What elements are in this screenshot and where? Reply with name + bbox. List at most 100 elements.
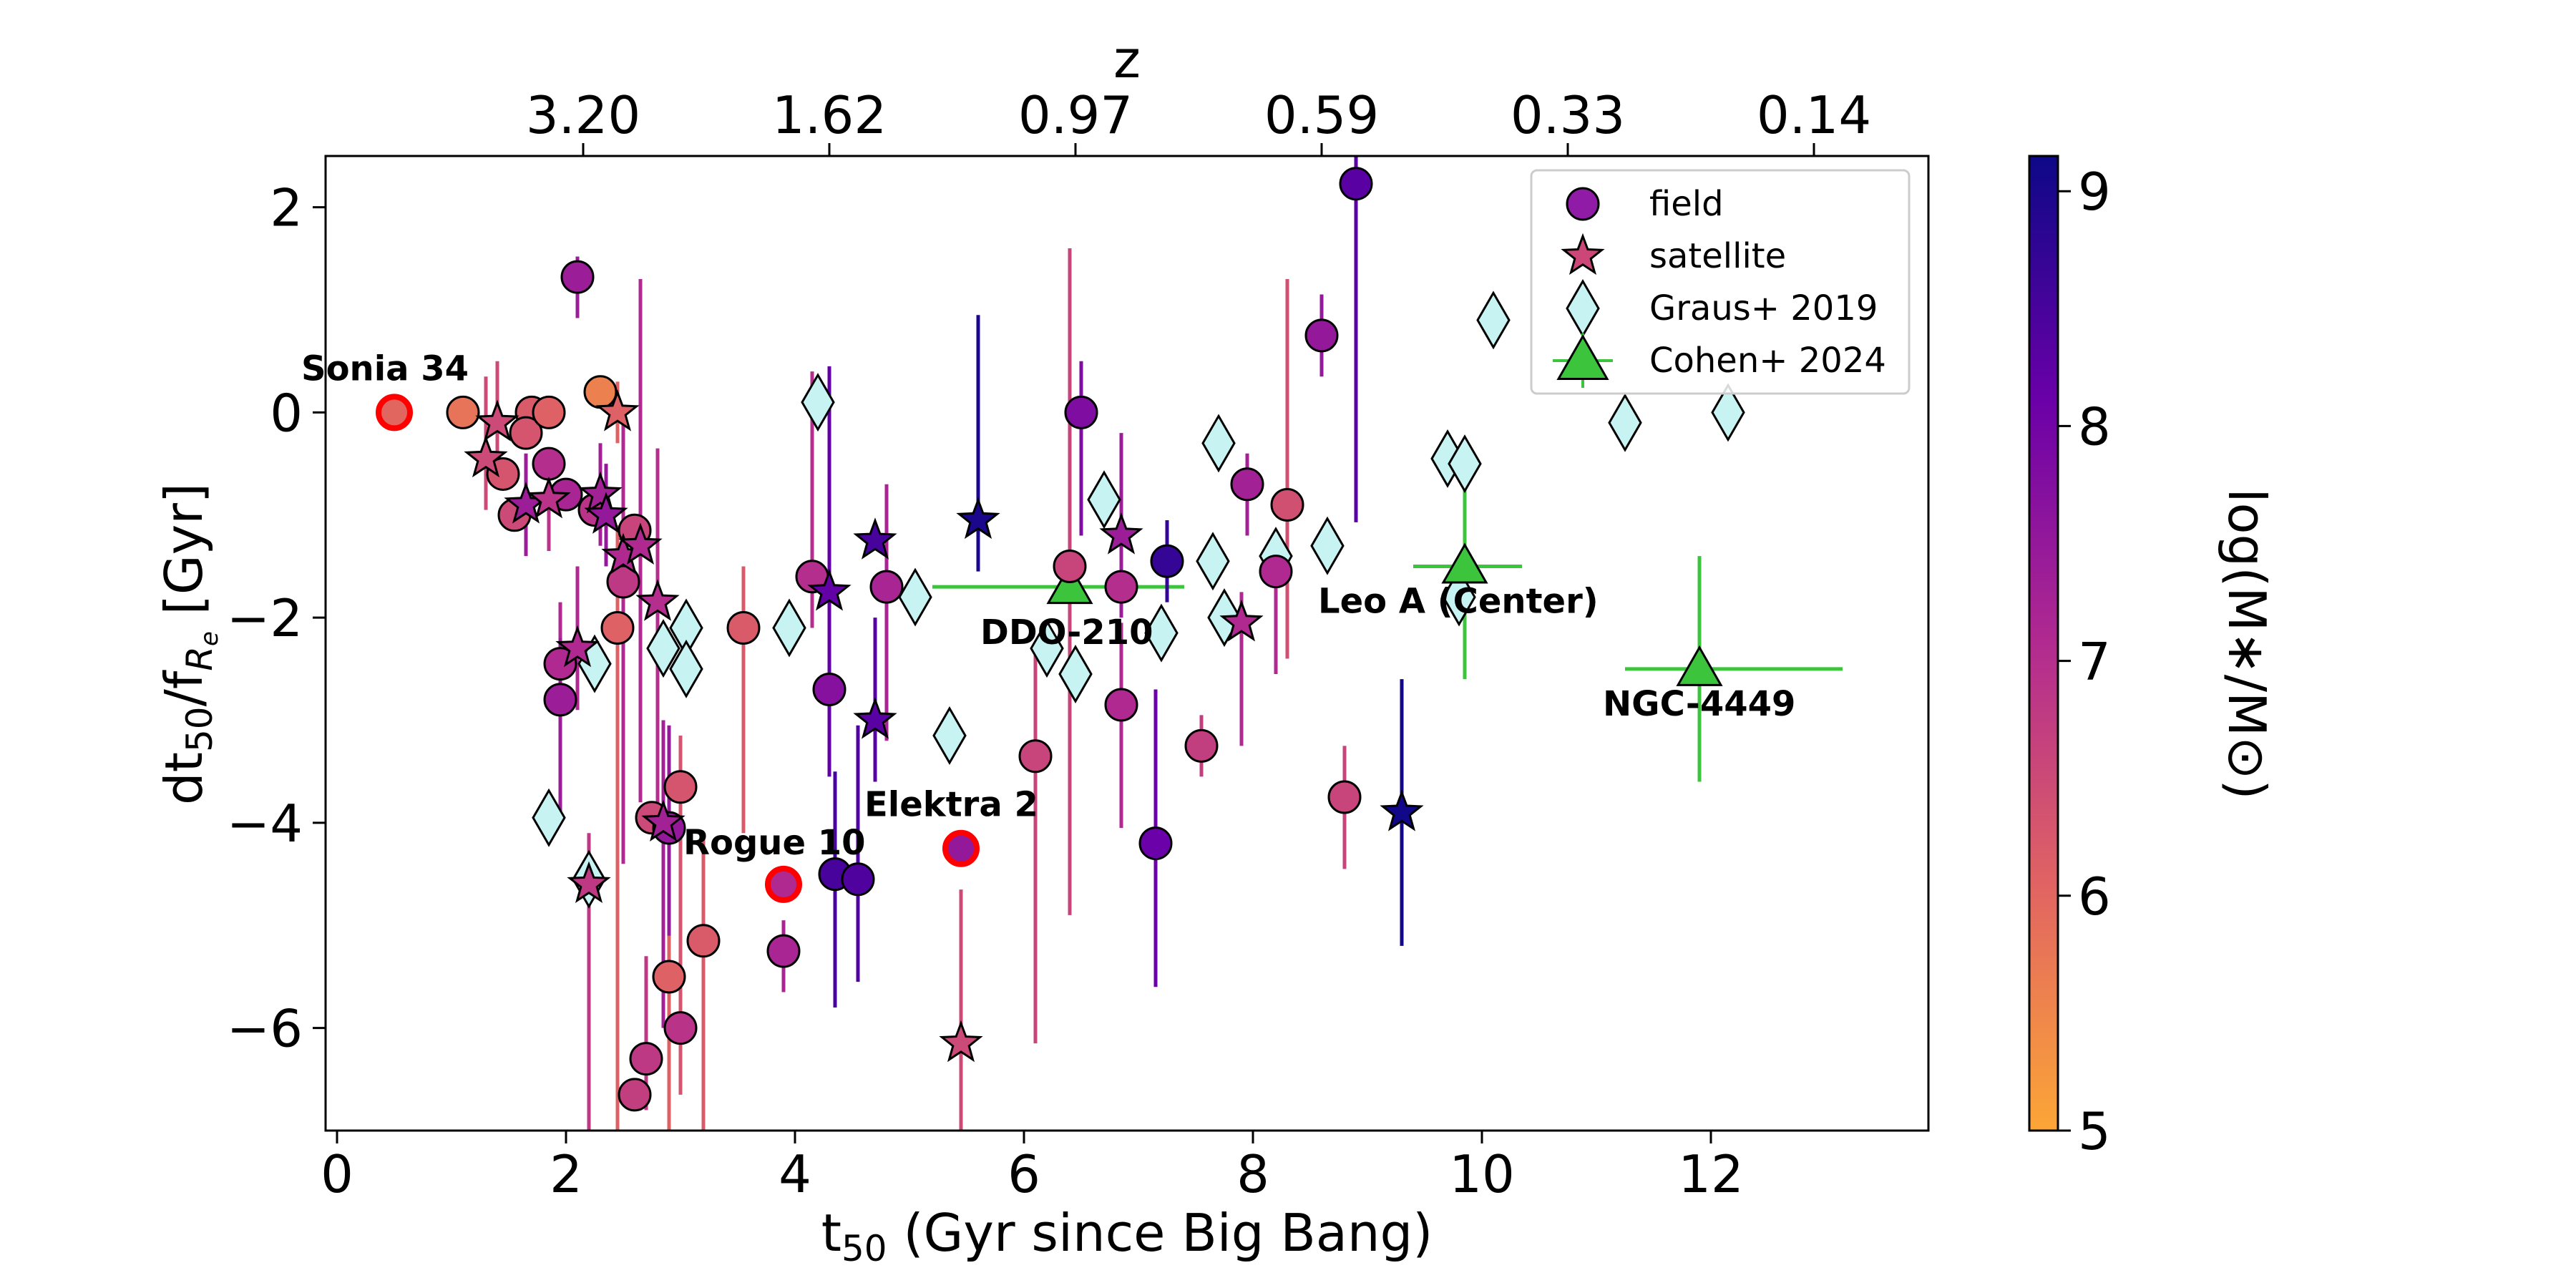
colorbar	[2029, 156, 2058, 1131]
point-circle-14	[600, 610, 635, 645]
point-diamond-0	[532, 788, 566, 847]
point-star-13	[853, 517, 897, 560]
colorbar-tick-label: 6	[2078, 867, 2111, 927]
colorbar-frame	[2028, 155, 2059, 1132]
point-circle-26	[765, 865, 802, 903]
point-circle-32	[869, 570, 904, 604]
point-circle-43	[1259, 555, 1293, 589]
point-circle-34	[1018, 739, 1053, 774]
point-circle-22	[663, 1011, 698, 1045]
point-star-2	[464, 435, 508, 478]
point-diamond-23	[1608, 393, 1642, 452]
point-diamond-15	[1201, 414, 1236, 473]
data-points	[376, 167, 1745, 1112]
point-star-6	[584, 492, 628, 534]
annotation-label: DDO-210	[980, 613, 1153, 653]
y-axis-label: dt50/fRe [Gyr]	[154, 483, 224, 805]
point-star-17	[1099, 512, 1143, 555]
point-circle-47	[1327, 780, 1362, 814]
colorbar-label: log(M∗/M⊙)	[2217, 488, 2277, 799]
x-tick-label: 0	[321, 1144, 353, 1204]
point-star-11	[567, 861, 611, 904]
top-tick-label: 3.20	[526, 85, 640, 145]
x-tick-label: 4	[779, 1144, 811, 1204]
point-diamond-5	[669, 639, 703, 698]
point-circle-46	[1339, 167, 1373, 201]
point-star-5	[578, 471, 623, 514]
point-star-0	[595, 389, 640, 431]
y-tick-label: −2	[227, 588, 303, 648]
top-axis: 3.20 1.62 0.97 0.59 0.33 0.14	[526, 85, 1871, 156]
x-axis-label: t50 (Gyr since Big Bang)	[821, 1203, 1433, 1269]
point-circle-44	[1270, 487, 1304, 522]
top-axis-label: z	[1113, 29, 1141, 89]
y-tick-label: −4	[227, 794, 303, 854]
point-star-8	[618, 522, 663, 565]
point-triangle-0	[1046, 563, 1093, 605]
top-tick-label: 0.59	[1264, 85, 1379, 145]
y-tick-label: 2	[270, 178, 303, 238]
point-circle-31	[841, 862, 875, 897]
point-circle-40	[1138, 826, 1173, 861]
point-star-9	[635, 579, 680, 621]
point-star-16	[956, 497, 1000, 540]
annotation-label: NGC-4449	[1603, 684, 1795, 724]
point-diamond-14	[1196, 532, 1230, 591]
point-diamond-8	[898, 567, 932, 627]
point-circle-16	[543, 683, 577, 717]
point-circle-33	[942, 829, 980, 867]
point-circle-24	[618, 1078, 652, 1112]
point-diamond-12	[1087, 470, 1121, 530]
y-tick-label: 0	[270, 383, 303, 443]
point-circle-6	[560, 260, 595, 294]
colorbar-tick-label: 9	[2078, 162, 2111, 222]
point-star-20	[1380, 789, 1424, 831]
annotation-label: Rogue 10	[683, 823, 866, 863]
legend-label: field	[1649, 184, 1724, 224]
point-star-15	[853, 697, 897, 739]
annotation-label: Sonia 34	[301, 348, 469, 389]
point-diamond-24	[1711, 383, 1745, 442]
point-circle-41	[1184, 728, 1219, 763]
point-circle-35	[1064, 395, 1098, 429]
point-circle-29	[812, 673, 847, 707]
point-circle-45	[1304, 318, 1339, 353]
y-axis: 2 0 −2 −4 −6	[227, 178, 326, 1059]
point-circle-4	[532, 395, 566, 429]
legend-marker-triangle	[1556, 333, 1609, 380]
x-tick-label: 12	[1678, 1144, 1744, 1204]
point-circle-9	[532, 447, 566, 481]
point-diamond-7	[801, 373, 835, 432]
legend-label: Cohen+ 2024	[1649, 341, 1886, 381]
point-circle-18	[663, 770, 698, 804]
legend-label: Graus+ 2019	[1649, 288, 1878, 328]
annotation-label: Leo A (Center)	[1318, 581, 1599, 621]
point-diamond-9	[932, 706, 967, 766]
point-diamond-13	[1144, 603, 1179, 663]
point-diamond-22	[1476, 291, 1511, 350]
point-star-19	[939, 1020, 983, 1063]
point-diamond-21	[1442, 567, 1476, 627]
point-circle-37	[1104, 570, 1138, 604]
point-circle-36	[1053, 549, 1087, 583]
point-circle-3	[509, 416, 543, 450]
point-star-14	[807, 569, 852, 611]
point-circle-23	[629, 1042, 663, 1076]
point-circle-1	[446, 395, 480, 429]
point-diamond-11	[1058, 645, 1093, 704]
point-star-12	[641, 799, 686, 841]
point-triangle-2	[1676, 645, 1723, 686]
point-circle-21	[686, 924, 721, 958]
point-circle-42	[1230, 467, 1264, 502]
point-circle-20	[652, 960, 686, 994]
legend-box	[1530, 169, 1911, 395]
point-diamond-3	[646, 619, 680, 678]
point-triangle-1	[1441, 542, 1488, 584]
legend-marker-star	[1561, 233, 1605, 275]
point-diamond-18	[1310, 516, 1345, 575]
top-tick-label: 0.14	[1757, 85, 1871, 145]
colorbar-tick-label: 5	[2078, 1101, 2111, 1161]
top-tick-label: 0.97	[1018, 85, 1133, 145]
x-tick-label: 10	[1449, 1144, 1515, 1204]
point-star-18	[1219, 600, 1264, 642]
